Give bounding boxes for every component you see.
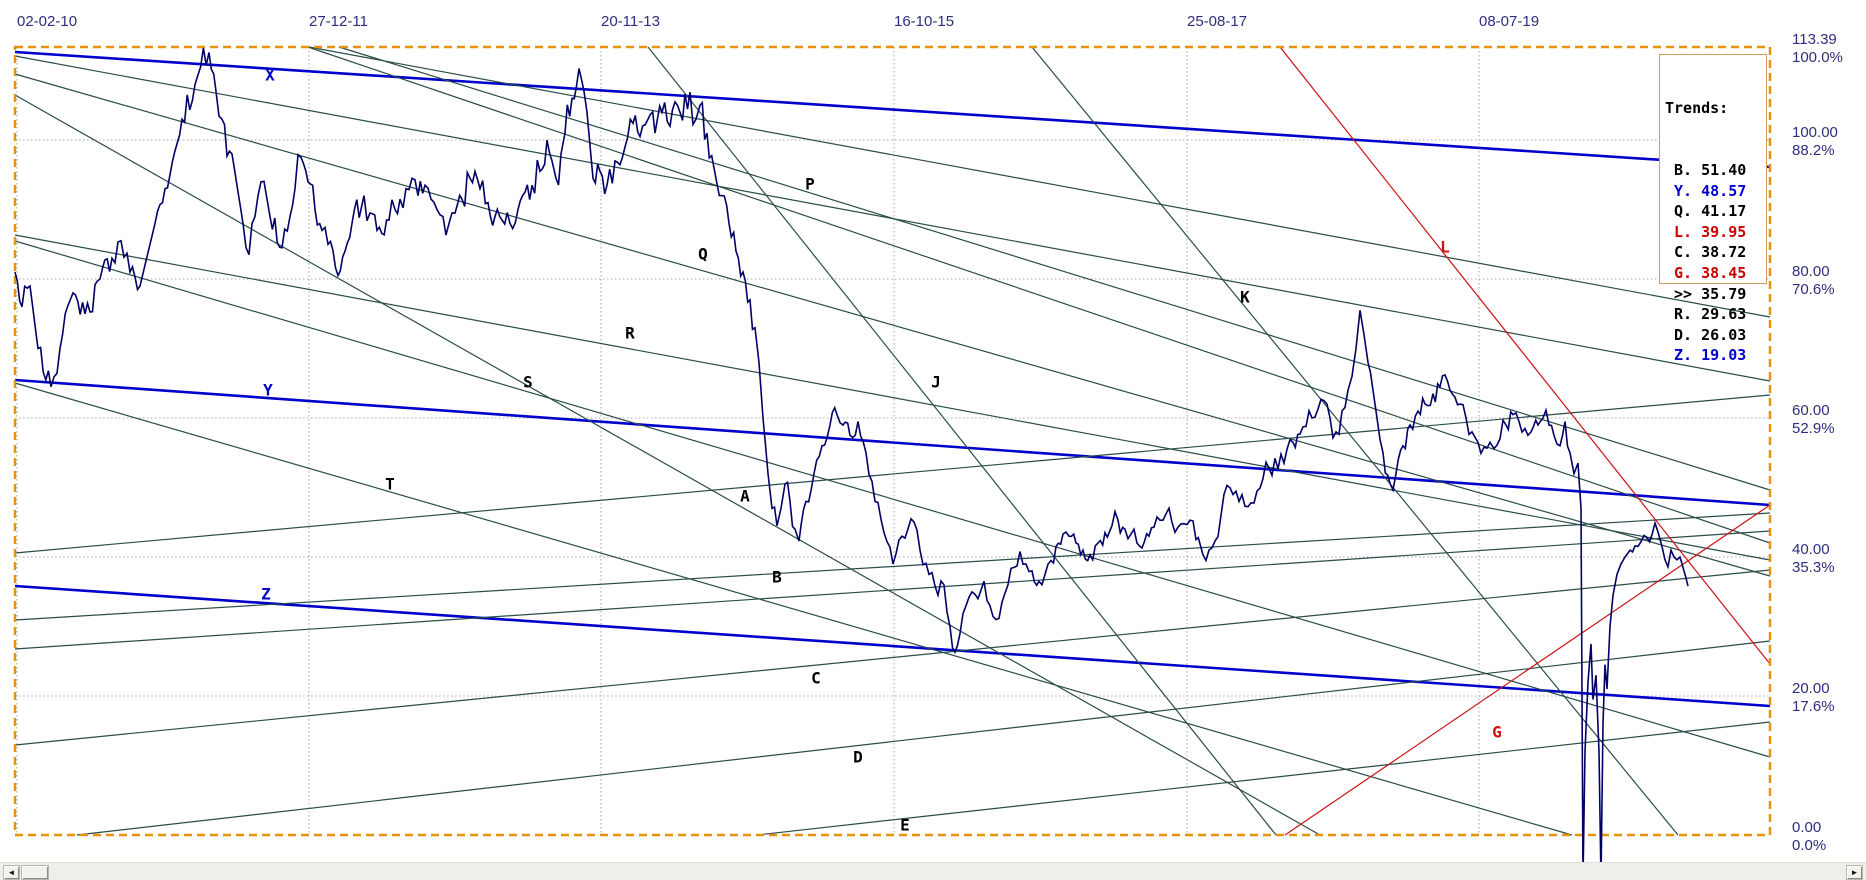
legend-row: D. 26.03: [1665, 325, 1747, 344]
price-axis-label: 60.00: [1792, 402, 1830, 420]
trend-line-S[interactable]: [14, 240, 1771, 758]
legend-rows: B. 51.40 Y. 48.57 Q. 41.17 L. 39.95 C. 3…: [1665, 160, 1766, 366]
date-label: 20-11-13: [601, 13, 660, 30]
trend-line-Z[interactable]: [14, 584, 1771, 708]
trend-label-Q: Q: [698, 244, 708, 264]
price-axis-label: 0.00: [1792, 819, 1822, 836]
trend-label-X: X: [265, 65, 275, 85]
trend-label-P: P: [805, 174, 815, 194]
trend-line-A[interactable]: [14, 394, 1771, 554]
trend-label-S: S: [523, 372, 533, 392]
scrollbar[interactable]: ◄ ►: [0, 862, 1866, 880]
legend-row: Q. 41.17: [1665, 202, 1747, 221]
pct-axis-label: 100.0%: [1792, 49, 1843, 66]
pct-axis-label: 52.9%: [1792, 420, 1835, 438]
trend-line-E1[interactable]: [338, 46, 1771, 491]
trend-line-M1[interactable]: [14, 94, 1321, 836]
pct-axis-label: 35.3%: [1792, 559, 1835, 577]
price-series[interactable]: [14, 47, 1689, 880]
scrollbar-left-button[interactable]: ◄: [3, 865, 20, 880]
trend-line-P2[interactable]: [308, 46, 1771, 318]
date-label: 25-08-17: [1187, 13, 1248, 30]
trend-label-A: A: [740, 486, 750, 506]
date-label: 08-07-19: [1479, 13, 1540, 30]
trend-line-Q[interactable]: [14, 73, 1771, 577]
trend-line-Y[interactable]: [14, 378, 1771, 507]
legend-row: G. 38.45: [1665, 263, 1747, 282]
left-arrow-icon: ◄: [7, 868, 16, 877]
trend-line-P3[interactable]: [307, 46, 1771, 544]
trend-label-G: G: [1492, 722, 1502, 742]
right-arrow-icon: ►: [1850, 868, 1859, 877]
pct-axis-label: 17.6%: [1792, 698, 1835, 715]
trend-line-B2[interactable]: [14, 530, 1771, 650]
trend-line-E[interactable]: [756, 721, 1771, 836]
legend-row: >> 35.79: [1665, 284, 1747, 303]
legend-row: B. 51.40: [1665, 160, 1747, 179]
trend-line-X[interactable]: [14, 50, 1771, 169]
legend-row: Y. 48.57: [1665, 181, 1747, 200]
trend-label-C: C: [811, 668, 821, 688]
pct-axis-label: 70.6%: [1792, 281, 1835, 299]
date-label: 27-12-11: [309, 13, 368, 30]
trend-label-E: E: [900, 815, 910, 835]
price-axis-label: 113.39: [1792, 31, 1837, 48]
trend-line-J[interactable]: [647, 46, 1277, 836]
trend-line-R[interactable]: [14, 234, 1771, 561]
trend-label-K: K: [1240, 287, 1250, 307]
legend-row: L. 39.95: [1665, 222, 1747, 241]
legend-row: C. 38.72: [1665, 243, 1747, 262]
pct-axis-label: 88.2%: [1792, 142, 1835, 160]
trend-label-Z: Z: [261, 584, 271, 604]
plot-border: [13, 45, 1772, 837]
trend-label-D: D: [853, 747, 863, 767]
legend: Trends: B. 51.40 Y. 48.57 Q. 41.17 L. 39…: [1659, 54, 1767, 364]
price-axis-label: 80.00: [1792, 263, 1830, 281]
trend-label-B: B: [772, 567, 782, 587]
trend-line-K[interactable]: [1031, 46, 1679, 836]
pct-axis-label: 0.0%: [1792, 837, 1827, 854]
price-axis-label: 40.00: [1792, 541, 1830, 559]
legend-title: Trends:: [1665, 99, 1729, 118]
trend-line-T[interactable]: [14, 382, 1573, 836]
trend-label-Y: Y: [263, 380, 273, 400]
date-label: 02-02-10: [17, 13, 78, 30]
trend-label-L: L: [1440, 237, 1450, 257]
legend-row: Z. 19.03: [1665, 346, 1747, 365]
price-axis-label: 20.00: [1792, 680, 1830, 697]
price-axis-label: 100.00: [1792, 124, 1838, 142]
scrollbar-thumb[interactable]: [21, 865, 49, 880]
date-label: 16-10-15: [894, 13, 955, 30]
trend-line-D[interactable]: [76, 640, 1771, 836]
scrollbar-right-button[interactable]: ►: [1846, 865, 1863, 880]
trend-line-B[interactable]: [14, 512, 1771, 621]
trend-line-C[interactable]: [14, 569, 1771, 746]
trend-line-G[interactable]: [1284, 504, 1771, 836]
trend-label-J: J: [931, 372, 941, 392]
legend-row: R. 29.63: [1665, 305, 1747, 324]
trend-label-R: R: [625, 323, 635, 343]
trend-label-T: T: [385, 474, 395, 494]
